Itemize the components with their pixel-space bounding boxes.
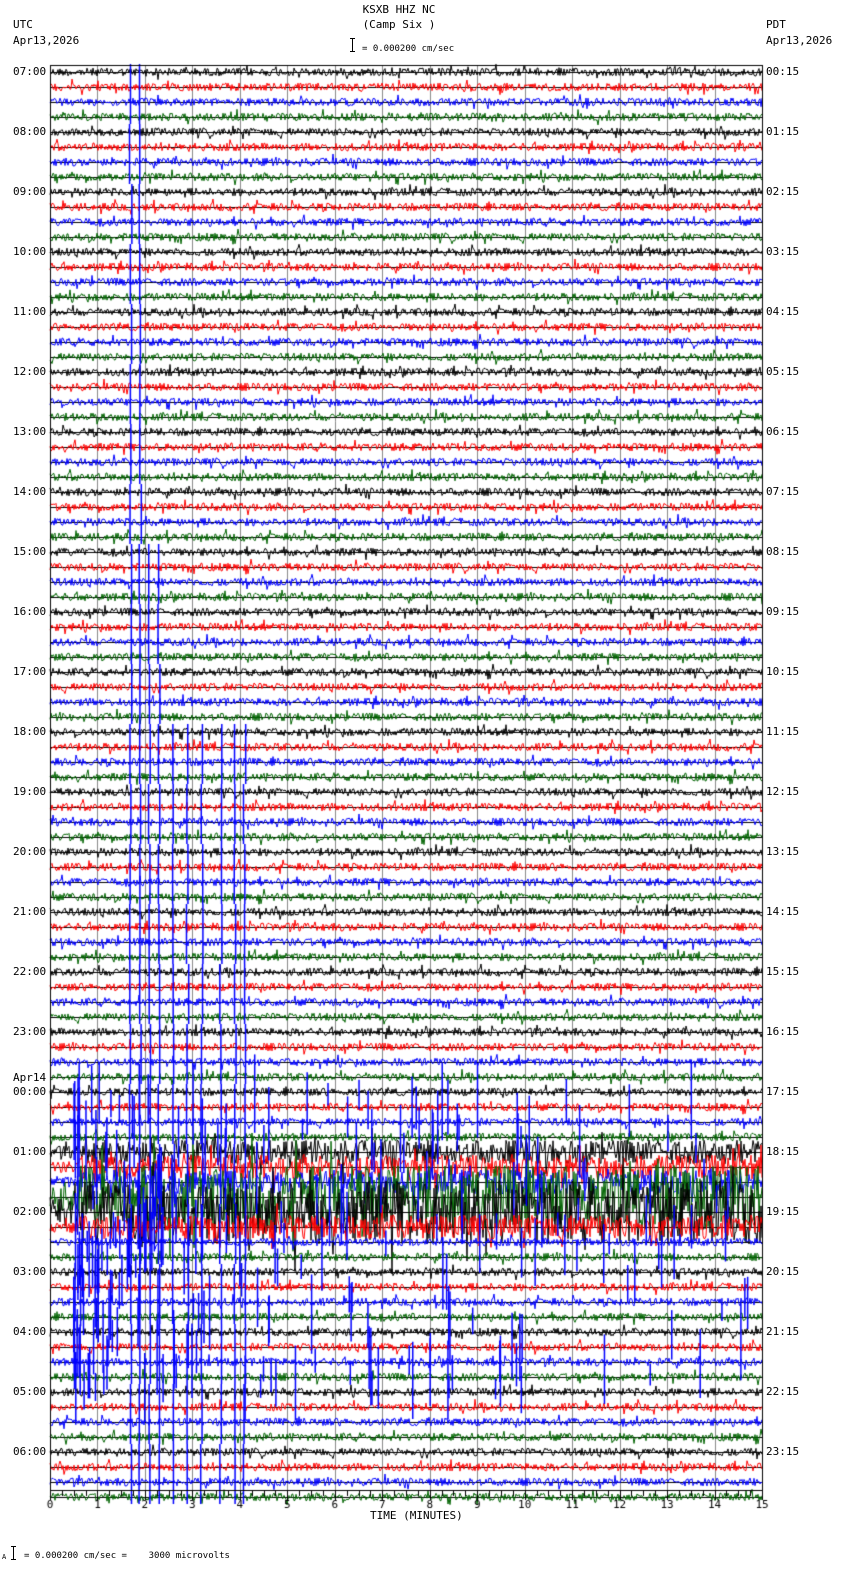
utc-hour-label: 01:00 <box>13 1145 47 1158</box>
utc-hour-label: 13:00 <box>13 425 47 438</box>
pdt-hour-label: 17:15 <box>766 1085 800 1098</box>
utc-hour-label: 09:00 <box>13 185 47 198</box>
utc-hour-label: 11:00 <box>13 305 47 318</box>
pdt-hour-label: 01:15 <box>766 125 800 138</box>
pdt-hour-label: 07:15 <box>766 485 800 498</box>
pdt-hour-label: 18:15 <box>766 1145 800 1158</box>
pdt-hour-label: 20:15 <box>766 1265 800 1278</box>
utc-hour-label: 19:00 <box>13 785 47 798</box>
utc-hour-label: 23:00 <box>13 1025 47 1038</box>
utc-hour-label: 10:00 <box>13 245 47 258</box>
pdt-hour-label: 08:15 <box>766 545 800 558</box>
utc-hour-label: 15:00 <box>13 545 47 558</box>
utc-hour-label: 20:00 <box>13 845 47 858</box>
pdt-hour-label: 15:15 <box>766 965 800 978</box>
pdt-hour-label: 13:15 <box>766 845 800 858</box>
pdt-hour-label: 19:15 <box>766 1205 800 1218</box>
utc-hour-label: 07:00 <box>13 65 47 78</box>
pdt-hour-label: 23:15 <box>766 1445 800 1458</box>
pdt-hour-label: 12:15 <box>766 785 800 798</box>
pdt-hour-label: 04:15 <box>766 305 800 318</box>
utc-hour-label: 02:00 <box>13 1205 47 1218</box>
pdt-hour-label: 14:15 <box>766 905 800 918</box>
pdt-hour-label: 11:15 <box>766 725 800 738</box>
date-change-label: Apr14 <box>13 1071 47 1084</box>
pdt-hour-label: 02:15 <box>766 185 800 198</box>
utc-hour-label: 18:00 <box>13 725 47 738</box>
utc-hour-label: 16:00 <box>13 605 47 618</box>
pdt-hour-label: 10:15 <box>766 665 800 678</box>
utc-hour-label: 00:00 <box>13 1085 47 1098</box>
pdt-hour-label: 03:15 <box>766 245 800 258</box>
utc-hour-label: 17:00 <box>13 665 47 678</box>
utc-hour-label: 06:00 <box>13 1445 47 1458</box>
x-axis-label: TIME (MINUTES) <box>370 1509 463 1522</box>
footer-scale-note: = 0.000200 cm/sec = 3000 microvolts <box>24 1551 230 1561</box>
pdt-hour-label: 06:15 <box>766 425 800 438</box>
pdt-hour-label: 16:15 <box>766 1025 800 1038</box>
utc-hour-label: 05:00 <box>13 1385 47 1398</box>
footer-marker: A <box>2 1553 7 1561</box>
utc-hour-label: 12:00 <box>13 365 47 378</box>
pdt-hour-label: 22:15 <box>766 1385 800 1398</box>
utc-hour-label: 08:00 <box>13 125 47 138</box>
pdt-hour-label: 21:15 <box>766 1325 800 1338</box>
utc-hour-label: 14:00 <box>13 485 47 498</box>
utc-hour-label: 03:00 <box>13 1265 47 1278</box>
footer-scale-bar-icon <box>11 1546 16 1560</box>
pdt-hour-label: 00:15 <box>766 65 800 78</box>
pdt-hour-label: 05:15 <box>766 365 800 378</box>
utc-hour-label: 21:00 <box>13 905 47 918</box>
utc-hour-label: 22:00 <box>13 965 47 978</box>
pdt-hour-label: 09:15 <box>766 605 800 618</box>
utc-hour-label: 04:00 <box>13 1325 47 1338</box>
